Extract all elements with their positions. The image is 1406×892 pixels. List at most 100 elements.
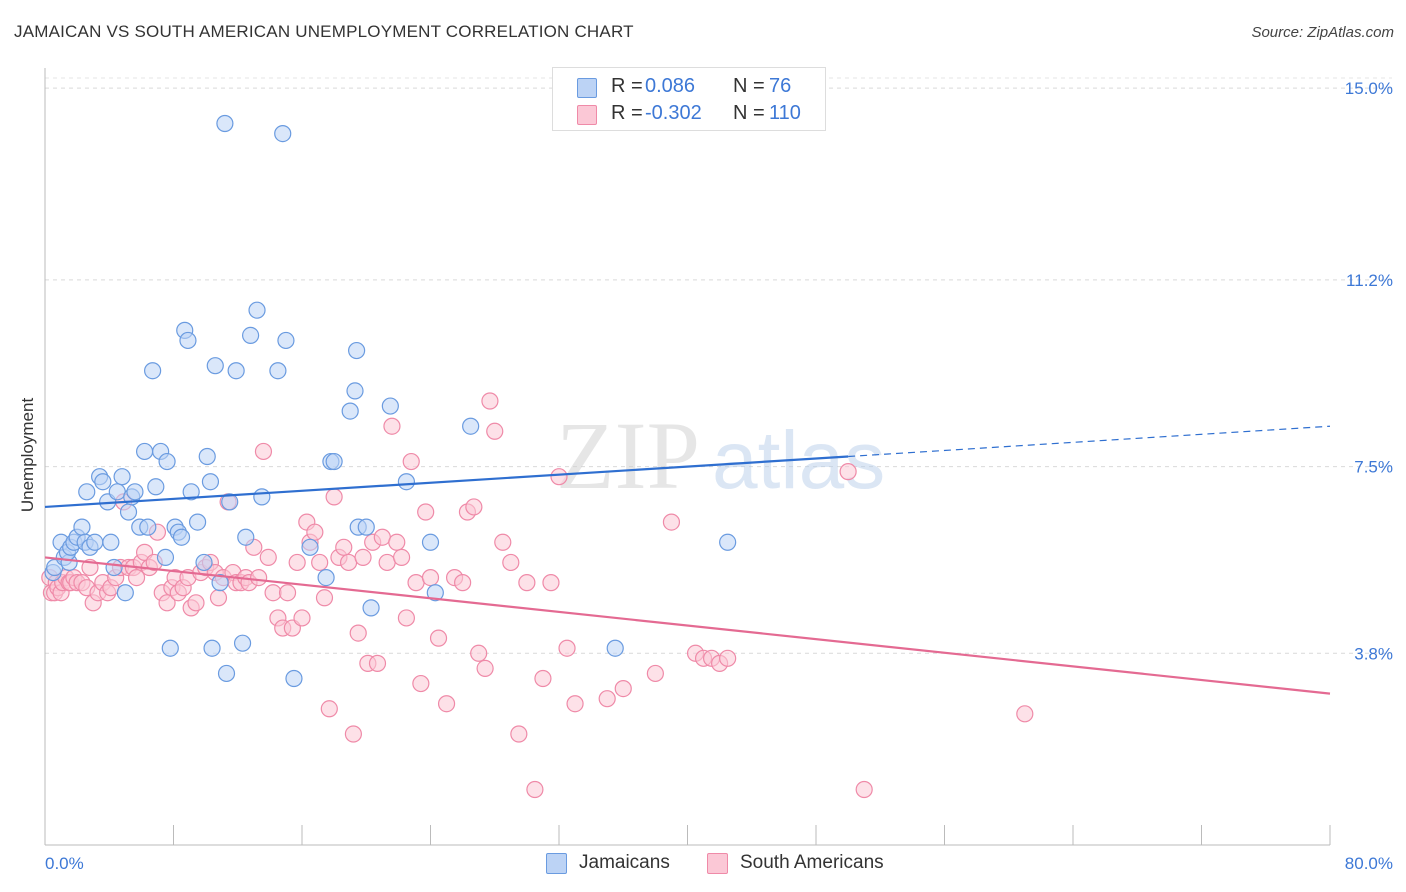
jamaican-trend-extension [848,425,1331,458]
jamaican-point [139,518,157,536]
jamaican-point [462,417,480,435]
south-american-point [397,609,416,627]
jamaican-point [325,452,343,471]
jamaican-point [248,301,266,319]
chart-source: Source: ZipAtlas.com [1251,24,1394,41]
south-american-point [437,695,456,713]
trend-lines [44,425,1331,695]
jamaican-point [277,331,295,350]
n-value: 76 [769,75,792,97]
jamaican-point [274,124,292,143]
jamaican-point [227,362,245,380]
jamaican-point [188,513,207,531]
jamaican-point [381,397,399,415]
south-american-point [293,609,311,627]
south-american-point [383,417,401,435]
jamaican-point [221,493,239,511]
r-value: -0.302 [645,102,702,124]
south-american-point [476,659,494,678]
south-american-point [250,568,268,587]
south-american-point [278,584,297,602]
south-american-point [646,664,664,683]
south-american-point [320,700,338,718]
south-american-point [502,553,520,572]
south-american-point [407,574,425,592]
jamaican-point [606,639,624,657]
y-tick-label: 7.5% [1354,458,1393,477]
jamaican-point [357,518,375,536]
jamaican-point [182,483,200,501]
south-american-point [187,594,205,612]
south-american-point [839,463,857,481]
jamaican-point [144,362,162,380]
south-american-point [264,584,282,602]
stats-legend: R = 0.086 N = 76 R = -0.302 N = 110 [552,67,826,131]
jamaican-point [201,473,220,491]
south-american-point [598,690,616,708]
jamaican-point [341,402,359,420]
south-american-point [259,548,277,567]
jamaican-point [719,533,737,551]
axes [44,68,1331,846]
south-american-point [335,538,353,556]
y-tick-label: 3.8% [1354,644,1393,663]
south-american-point [470,644,488,662]
south-american-point [306,523,324,541]
jamaican-point [285,669,303,688]
n-value: 110 [769,102,801,124]
south-american-point [614,679,632,698]
legend-label: Jamaicans [579,852,670,873]
south-american-point [209,589,228,607]
south-american-point [417,503,435,521]
jamaican-point [346,382,364,400]
jamaican-point [172,528,191,546]
south-american-point [158,594,176,612]
jamaican-point [119,503,138,521]
jamaican-point [135,442,154,461]
south-american-point [311,553,329,572]
jamaican-point [105,558,123,577]
jamaican-point [253,488,271,506]
watermark-zip: ZIP [556,402,700,509]
jamaican-point [102,533,120,551]
jamaican-point [237,528,255,546]
south-american-point [254,442,273,461]
jamaican-point [269,362,287,380]
south-american-point [855,780,873,799]
y-tick-label: 11.2% [1346,271,1393,290]
south-american-point [486,422,504,440]
jamaican-point [348,341,366,360]
jamaican-point [397,473,416,491]
watermark: ZIP atlas [556,402,885,509]
jamaican-point [362,599,380,617]
south-american-point [566,695,584,713]
jamaicans-legend-swatch [546,853,567,874]
south-american-point [373,528,391,546]
south-americans-legend-swatch [707,853,728,874]
jamaican-point [86,533,104,551]
south-american-point [454,574,472,592]
jamaican-point [211,574,229,592]
jamaican-point [426,584,444,602]
south-american-point [378,553,396,572]
south-american-point [354,548,372,567]
south-american-point [349,624,367,642]
jamaican-points [44,114,737,688]
south-american-point [288,553,306,572]
n-label: N = [733,102,765,124]
jamaican-point [156,548,175,567]
south-american-point [534,669,552,688]
jamaican-point [158,452,176,471]
x-tick-label: 0.0% [45,854,84,873]
r-label: R = [611,75,643,97]
jamaican-point [195,553,213,572]
jamaican-point [203,639,221,657]
jamaican-point [233,634,252,652]
south-american-point [325,488,343,506]
y-axis-label: Unemployment [18,398,37,513]
south-american-point [481,392,499,410]
y-tick-label: 15.0% [1345,79,1393,98]
south-american-point [558,639,576,657]
south-american-point [339,553,358,572]
